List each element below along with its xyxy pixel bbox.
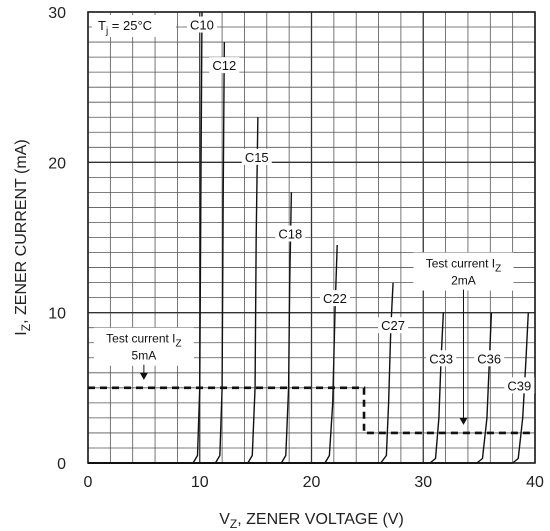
x-tick-label: 20 [303, 474, 321, 491]
curve-label-c22: C22 [323, 291, 347, 306]
x-tick-label: 30 [414, 474, 432, 491]
axis-titles: VZ, ZENER VOLTAGE (V) IZ, ZENER CURRENT (… [13, 139, 404, 531]
label-backdrop [186, 16, 217, 33]
x-axis-title: VZ, ZENER VOLTAGE (V) [219, 511, 404, 531]
label-backdrop [474, 350, 505, 367]
label-backdrop [241, 148, 272, 165]
y-tick-label: 30 [48, 5, 66, 22]
x-tick-label: 40 [526, 474, 544, 491]
x-tick-label: 0 [84, 474, 93, 491]
test-current-2ma-value: 2mA [451, 274, 476, 288]
test-current-2ma-label: Test current IZ [426, 257, 501, 275]
y-tick-label: 20 [48, 155, 66, 172]
y-tick-label: 10 [48, 306, 66, 323]
series-c39 [88, 312, 529, 464]
curve-label-c33: C33 [429, 351, 453, 366]
label-backdrop [378, 317, 409, 334]
label-backdrop [209, 57, 240, 74]
curve-label-c12: C12 [212, 58, 236, 73]
test-current-5ma-backdrop [93, 327, 194, 366]
test-current-5ma-label: Test current IZ [106, 332, 181, 350]
tick-labels: 0 10 20 30 40 0 10 20 30 [48, 5, 544, 491]
curve-label-c10: C10 [190, 18, 214, 33]
curve-label-c36: C36 [477, 351, 501, 366]
curve-label-c39: C39 [507, 378, 531, 393]
curve-label-c27: C27 [381, 318, 405, 333]
test-current-line [88, 386, 535, 435]
test-current-5ma-arrow-icon [139, 372, 148, 380]
label-backdrop [319, 290, 350, 307]
curve-label-c18: C18 [278, 226, 302, 241]
grid [87, 11, 536, 464]
x-tick-label: 10 [191, 474, 209, 491]
y-tick-label: 0 [57, 456, 66, 473]
label-backdrop [426, 350, 457, 367]
test-current-5ma-value: 5mA [132, 349, 157, 363]
test-current-2ma-backdrop [413, 252, 514, 291]
test-current-dashed-line [88, 386, 535, 435]
y-axis-title: IZ, ZENER CURRENT (mA) [13, 139, 33, 335]
junction-temp-label: Tj = 25°C [98, 18, 152, 37]
condition-backdrop [92, 15, 176, 37]
label-backdrop [504, 377, 535, 394]
label-backdrop [275, 225, 306, 242]
curve-label-c15: C15 [245, 150, 269, 165]
curve-labels: C10 C12 C15 C18 C22 C27 C33 C36 C39 [186, 16, 535, 394]
test-current-2ma-arrow-icon [459, 417, 468, 425]
